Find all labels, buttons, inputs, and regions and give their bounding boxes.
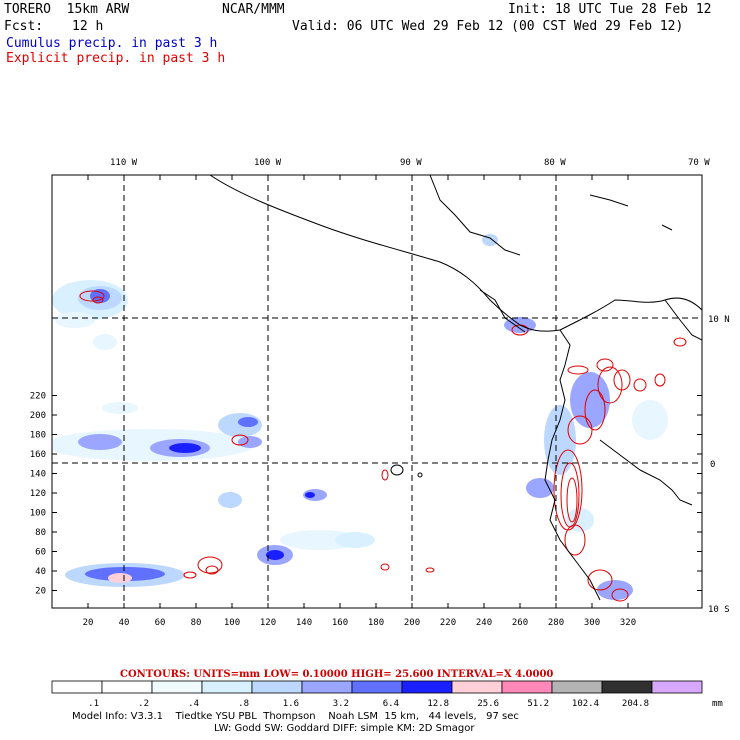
color-bar-value: 3.2 [333,699,349,709]
y-tick-label: 120 [30,489,46,499]
x-tick-label: 140 [296,618,312,628]
x-tick-label: 120 [260,618,276,628]
forecast-label: Fcst: [4,19,44,34]
x-tick-label: 160 [332,618,348,628]
y-tick-label: 220 [30,392,46,402]
color-bar-swatch [501,680,553,694]
y-tick-label: 60 [35,548,46,558]
color-bar-swatch [551,680,603,694]
coastlines [209,175,702,601]
color-bar-swatch [651,680,703,694]
y-tick-label: 180 [30,431,46,441]
y-tick-label: 20 [35,587,46,597]
cumulus-precip-label: Cumulus precip. in past 3 h [6,36,218,51]
color-bar-value: .2 [138,699,149,709]
model-info-line: Model Info: V3.3.1 Tiedtke YSU PBL Thomp… [72,711,519,722]
x-tick-label: 200 [404,618,420,628]
y-tick-label: 200 [30,411,46,421]
color-bar-value: 204.8 [622,699,649,709]
map-frame [51,174,703,609]
color-bar-swatch [251,680,303,694]
color-bar-swatch [51,680,103,694]
x-tick-label: 60 [155,618,166,628]
color-bar [51,680,703,694]
color-bar-swatch [351,680,403,694]
color-bar-swatch [401,680,453,694]
x-tick-label: 180 [368,618,384,628]
lat-label-10s: 10 S [708,605,730,615]
lat-label-10n: 10 N [708,315,730,325]
x-tick-label: 80 [191,618,202,628]
valid-time: Valid: 06 UTC Wed 29 Feb 12 (00 CST Wed … [292,19,684,34]
color-bar-unit: mm [712,699,723,709]
color-bar-value: 25.6 [477,699,499,709]
color-bar-values: .1 .2 .4 .8 1.6 3.2 6.4 12.8 25.6 51.2 102.4 204.8 [88,699,649,709]
x-tick-label: 260 [512,618,528,628]
lat-lon-grid [52,175,702,608]
forecast-hours: 12 h [72,19,104,34]
color-bar-swatch [151,680,203,694]
org-label: NCAR/MMM [222,2,285,17]
color-bar-value: .8 [238,699,249,709]
x-tick-label: 320 [620,618,636,628]
color-bar-value: 51.2 [527,699,549,709]
y-tick-label: 160 [30,450,46,460]
lon-label-110w: 110 W [110,158,138,168]
color-bar-swatch [601,680,653,694]
color-bar-value: 6.4 [383,699,399,709]
contours-note: CONTOURS: UNITS=mm LOW= 0.10000 HIGH= 25… [120,669,553,680]
model-title: TORERO 15km ARW [4,2,130,17]
y-tick-label: 100 [30,509,46,519]
x-tick-label: 280 [548,618,564,628]
x-tick-label: 300 [584,618,600,628]
y-tick-label: 40 [35,567,46,577]
y-axis-ticks: 220 200 180 160 140 120 100 80 60 40 20 [30,392,702,597]
explicit-precip-contours [79,290,687,602]
color-bar-value: .4 [188,699,199,709]
lat-label-0: 0 [710,460,715,470]
color-bar-swatch [201,680,253,694]
lon-label-70w: 70 W [688,158,710,168]
x-tick-label: 240 [476,618,492,628]
color-bar-value: 1.6 [283,699,299,709]
x-tick-label: 40 [119,618,130,628]
color-bar-value: 102.4 [572,699,599,709]
y-tick-label: 80 [35,528,46,538]
color-bar-swatch [101,680,153,694]
y-tick-label: 140 [30,470,46,480]
physics-info-line: LW: Godd SW: Goddard DIFF: simple KM: 2D… [214,723,475,734]
x-tick-label: 100 [224,618,240,628]
init-time: Init: 18 UTC Tue 28 Feb 12 [508,2,712,17]
color-bar-value: 12.8 [427,699,449,709]
x-axis-ticks: 20 40 60 80 100 120 140 160 180 200 220 240 260 280 30… [83,175,636,628]
color-bar-value: .1 [88,699,99,709]
x-tick-label: 220 [440,618,456,628]
lon-label-80w: 80 W [544,158,566,168]
color-bar-swatch [301,680,353,694]
lon-label-100w: 100 W [254,158,282,168]
color-bar-swatch [451,680,503,694]
lon-label-90w: 90 W [400,158,422,168]
x-tick-label: 20 [83,618,94,628]
explicit-precip-label: Explicit precip. in past 3 h [6,51,226,66]
